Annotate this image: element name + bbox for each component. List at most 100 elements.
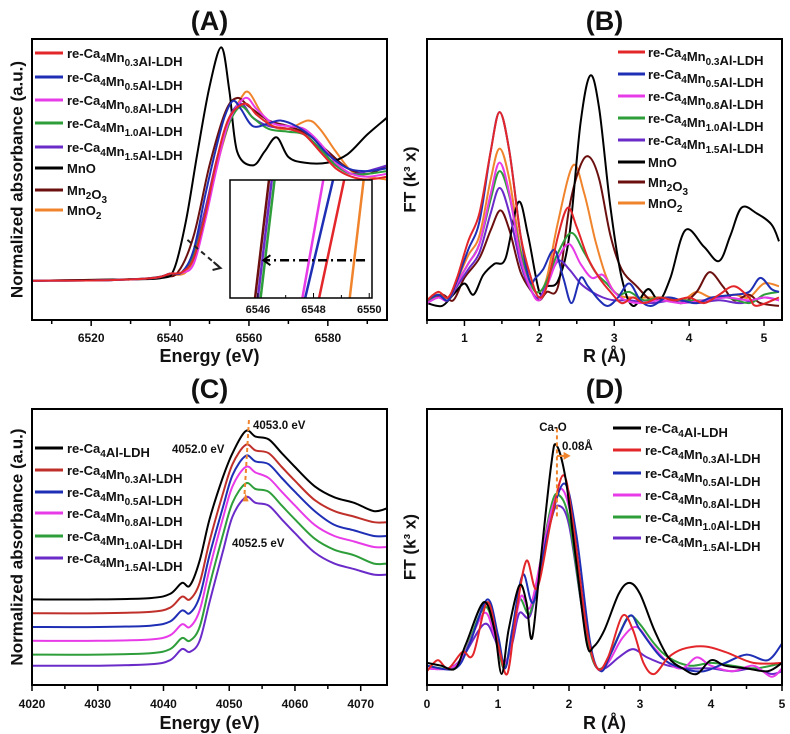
- legend-item: re-Ca4Mn1.0Al-LDH: [35, 529, 183, 552]
- legend-label: Mn2O3: [67, 183, 107, 206]
- legend-item: re-Ca4Mn0.3Al-LDH: [618, 45, 764, 68]
- inset-tick-label: 6546: [246, 304, 270, 316]
- zoom-arrowhead-icon: [212, 261, 223, 271]
- plot-frame: [426, 38, 783, 321]
- x-tick-label: 1: [461, 331, 468, 345]
- legend-label: re-Ca4Mn0.3Al-LDH: [645, 443, 761, 466]
- legend-label: re-Ca4Mn0.3Al-LDH: [67, 46, 183, 69]
- y-axis-label: FT (k³ x): [400, 514, 419, 580]
- series-line-mno2: [427, 147, 780, 302]
- x-axis-label: Energy (eV): [159, 346, 259, 366]
- x-tick-label: 4030: [84, 697, 111, 711]
- y-axis-label: Normalized absorbance (a.u.): [7, 61, 26, 298]
- legend: re-Ca4Mn0.3Al-LDHre-Ca4Mn0.5Al-LDHre-Ca4…: [35, 46, 183, 222]
- inset-background: [230, 180, 372, 298]
- y-axis-label: FT (k³ x): [400, 146, 419, 212]
- legend-label: re-Ca4Mn1.0Al-LDH: [67, 116, 183, 139]
- legend-label: re-Ca4Mn0.5Al-LDH: [67, 70, 183, 93]
- series-group: [427, 443, 782, 678]
- series-line-re-ca4mn0-3al-ldh: [32, 102, 387, 282]
- legend-item: MnO2: [618, 196, 683, 215]
- inset-line-re-ca4mn1-0al-ldh: [259, 179, 276, 299]
- x-tick-label: 4050: [216, 697, 243, 711]
- legend-item: re-Ca4Mn0.8Al-LDH: [35, 506, 183, 529]
- legend-label: MnO2: [67, 203, 102, 222]
- legend-label: MnO: [67, 161, 96, 176]
- legend-item: re-Ca4Mn0.5Al-LDH: [35, 70, 183, 93]
- legend-item: re-Ca4Mn1.5Al-LDH: [618, 133, 764, 156]
- series-line-re-ca4mn0-3al-ldh: [427, 474, 782, 676]
- series-line-re-ca4mn0-8al-ldh: [32, 465, 387, 642]
- inset-line-re-ca4mn0-8al-ldh: [301, 179, 325, 299]
- x-tick-label: 4070: [347, 697, 374, 711]
- x-tick-label: 6580: [314, 331, 341, 345]
- series-line-re-ca4mn1-5al-ldh: [32, 495, 387, 667]
- inset-line-re-ca4mn0-3al-ldh: [317, 179, 346, 299]
- inset: 6546 6548 6550: [229, 179, 381, 316]
- series-line-re-ca4mn0-5al-ldh: [427, 482, 782, 673]
- y-axis-label: Normalized absorbance (a.u.): [7, 428, 26, 665]
- series-line-re-ca4al-ldh: [32, 429, 387, 601]
- legend-item: re-Ca4Mn0.3Al-LDH: [35, 46, 183, 69]
- series-line-mno: [427, 74, 780, 308]
- legend-item: MnO2: [35, 203, 102, 222]
- panel-title: (C): [191, 374, 228, 404]
- legend-label: re-Ca4Mn1.5Al-LDH: [67, 551, 183, 574]
- legend-item: re-Ca4Al-LDH: [35, 441, 150, 460]
- legend-label: re-Ca4Mn1.5Al-LDH: [67, 140, 183, 163]
- legend-label: re-Ca4Mn1.5Al-LDH: [648, 133, 764, 156]
- x-tick-label: 1: [495, 697, 502, 711]
- legend-item: re-Ca4Mn0.3Al-LDH: [613, 443, 761, 466]
- peak-shift-marker: [243, 419, 250, 498]
- series-group: [32, 429, 387, 667]
- legend-item: re-Ca4Mn1.5Al-LDH: [35, 140, 183, 163]
- legend-label: MnO: [648, 155, 677, 170]
- panel-d: (D)0 1 2 3 4 5R (Å)FT (k³ x)re-Ca4Al-LDHre-Ca…: [400, 374, 785, 733]
- x-tick-label: 2: [536, 331, 543, 345]
- legend-item: re-Ca4Mn1.0Al-LDH: [35, 116, 183, 139]
- inset-tick-label: 6550: [357, 304, 381, 316]
- peak-arrowhead-icon: [242, 493, 249, 502]
- inset-line-mn2o3: [253, 179, 271, 299]
- legend-item: re-Ca4Mn1.5Al-LDH: [613, 531, 761, 554]
- series-line-mno2: [32, 90, 387, 282]
- legend-label: re-Ca4Mn0.8Al-LDH: [67, 93, 183, 116]
- legend-label: re-Ca4Mn1.0Al-LDH: [645, 510, 761, 533]
- legend-label: Mn2O3: [648, 175, 688, 198]
- legend-item: re-Ca4Mn0.5Al-LDH: [618, 67, 764, 90]
- legend-item: re-Ca4Mn0.8Al-LDH: [35, 93, 183, 116]
- legend-label: re-Ca4Mn0.8Al-LDH: [645, 488, 761, 511]
- series-group: [32, 46, 387, 282]
- panel-a: (A) 6520 6540 6560 6580 Energy (eV) Normalized…: [7, 6, 388, 366]
- inset-line-re-ca4mn0-5al-ldh: [303, 179, 335, 299]
- x-tick-label: 5: [761, 331, 768, 345]
- x-tick-label: 3: [637, 697, 644, 711]
- legend-label: re-Ca4Mn0.5Al-LDH: [67, 485, 183, 508]
- x-tick-label: 0: [424, 697, 431, 711]
- inset-tick-label: 6548: [301, 304, 325, 316]
- panel-c: (C) 4020 4030 4040 4050 4060 4070 Energy (eV) No…: [7, 374, 388, 733]
- x-tick-label: 4: [708, 697, 715, 711]
- legend-item: Mn2O3: [35, 183, 107, 206]
- legend-item: MnO: [618, 155, 677, 170]
- legend-item: re-Ca4Mn1.5Al-LDH: [35, 551, 183, 574]
- peak-energy-annotation: 4052.0 eV: [172, 444, 225, 456]
- panels: (A) 6520 6540 6560 6580 Energy (eV) Normalized…: [7, 6, 785, 733]
- x-tick-label: 4020: [19, 697, 46, 711]
- panel-title: (D): [586, 374, 623, 404]
- legend-item: re-Ca4Al-LDH: [613, 421, 728, 440]
- shift-annotation: 0.08Å: [562, 440, 593, 453]
- x-axis-label: R (Å): [583, 346, 626, 366]
- legend-item: re-Ca4Mn0.3Al-LDH: [35, 463, 183, 486]
- series-line-mno: [32, 46, 387, 282]
- legend-label: re-Ca4Mn1.0Al-LDH: [67, 529, 183, 552]
- series-line-re-ca4mn0-5al-ldh: [32, 454, 387, 629]
- inset-frame: [229, 179, 373, 299]
- legend-item: MnO: [35, 161, 96, 176]
- panel-title: (B): [586, 6, 623, 36]
- legend-item: re-Ca4Mn0.5Al-LDH: [613, 466, 761, 489]
- x-axis-label: R (Å): [583, 713, 626, 733]
- legend-label: re-Ca4Mn1.5Al-LDH: [645, 531, 761, 554]
